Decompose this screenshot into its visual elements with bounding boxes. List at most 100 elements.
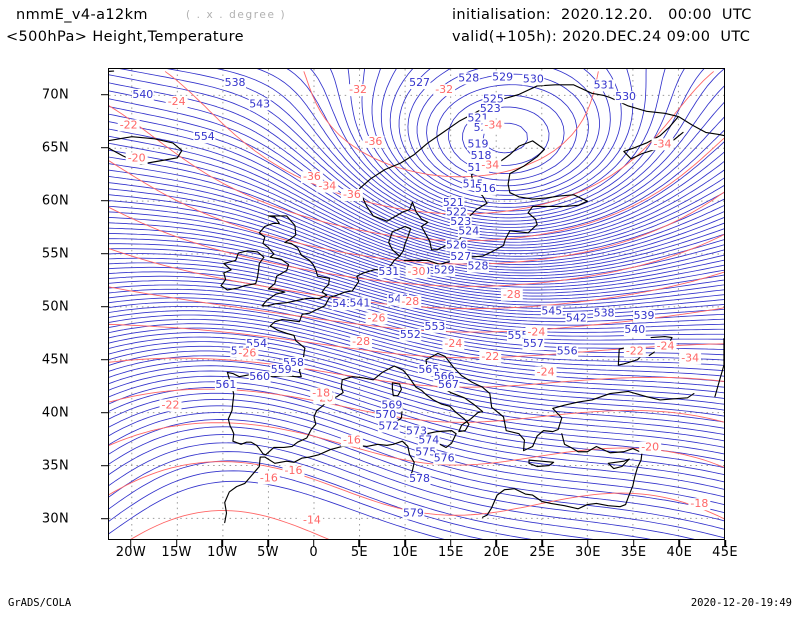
height-contour-label: 560 — [249, 370, 270, 383]
x-axis-tick-label: 15W — [161, 545, 192, 560]
height-contour-label: 576 — [434, 452, 455, 465]
temperature-contour-label: -36 — [303, 170, 321, 183]
x-axis-tick-mark — [495, 540, 498, 547]
height-contour-label: 539 — [634, 309, 655, 322]
height-contour-label: 529 — [492, 70, 513, 83]
y-axis-tick-label: 50N — [41, 299, 69, 315]
y-axis-tick-label: 65N — [41, 140, 69, 156]
height-contour-label: 519 — [468, 137, 489, 150]
height-contour-label: 527 — [409, 76, 430, 89]
temperature-contour-label: -34 — [484, 118, 502, 131]
temperature-contour-label: -20 — [641, 441, 659, 454]
y-axis-tick-label: 30N — [41, 511, 69, 527]
height-contour-label: 531 — [378, 265, 399, 278]
temperature-contour-label: -36 — [364, 135, 382, 148]
height-contour-label: 522 — [446, 205, 467, 218]
model-name: nmmE_v4-a12km — [16, 7, 148, 23]
y-axis-tick-label: 40N — [41, 405, 69, 421]
x-axis-tick-label: 45E — [712, 545, 738, 560]
height-contour-label: 553 — [424, 320, 445, 333]
x-axis-tick-label: 35E — [620, 545, 647, 560]
temperature-contour-label: -18 — [312, 387, 330, 400]
height-contour-label: 574 — [418, 434, 439, 447]
x-axis-tick-mark — [587, 540, 589, 547]
height-contour-label: 554 — [194, 130, 215, 143]
temperature-contour-label: -22 — [626, 344, 644, 357]
temperature-contour-label: -24 — [168, 95, 186, 108]
y-axis-tick-label: 55N — [41, 246, 69, 262]
y-axis-tick-label: 70N — [41, 87, 69, 103]
height-contour-label: 579 — [403, 507, 424, 520]
x-axis-tick-mark — [449, 540, 452, 547]
height-contour-label: 567 — [438, 378, 459, 391]
x-axis-tick-label: 20W — [115, 545, 146, 560]
height-contour-label: 569 — [381, 398, 402, 411]
temperature-contour-label: -28 — [401, 295, 419, 308]
height-contour-label: 570 — [375, 408, 396, 421]
y-axis-tick-mark — [101, 93, 108, 96]
height-contour-label: 521 — [443, 196, 464, 209]
height-contour-label: 528 — [468, 260, 489, 273]
x-axis-tick-mark — [678, 540, 681, 547]
y-axis-tick-mark — [101, 305, 108, 308]
temperature-contour-label: -34 — [654, 137, 672, 150]
height-contour-label: 545 — [541, 304, 562, 317]
temperature-contour-label: -36 — [343, 188, 361, 201]
height-contour-label: 518 — [471, 149, 492, 162]
height-contour-label: 575 — [415, 445, 436, 458]
height-contour-label: 543 — [332, 297, 353, 310]
temperature-contour-label: -20 — [128, 151, 146, 164]
x-axis-tick-label: 40E — [666, 545, 693, 560]
x-axis-tick-mark — [404, 540, 406, 547]
height-contour-label: 524 — [458, 224, 479, 237]
height-contour-label: 540 — [132, 88, 153, 101]
x-axis-tick-label: 30E — [575, 545, 601, 560]
x-axis-tick-label: 0 — [309, 545, 318, 560]
height-contour-label: 542 — [566, 311, 587, 324]
temperature-contour-label: -16 — [343, 434, 361, 447]
grads-credit: GrADS/COLA — [8, 597, 72, 609]
initialisation-time: initialisation: 2020.12.20. 00:00 UTC — [452, 7, 752, 23]
x-axis-tick-mark — [221, 540, 224, 547]
temperature-contour-label: -14 — [303, 514, 321, 527]
height-contour-label: 561 — [215, 378, 236, 391]
temperature-contour-label: -24 — [444, 337, 462, 350]
temperature-contour-label: -26 — [368, 311, 386, 324]
height-contour-label: 538 — [225, 76, 246, 89]
temperature-contour-label: -34 — [481, 158, 499, 171]
height-contour-label: 540 — [624, 323, 645, 336]
y-axis-tick-mark — [101, 517, 108, 520]
x-axis-tick-label: 5E — [350, 545, 368, 560]
y-axis-tick-label: 60N — [41, 193, 69, 209]
height-contour-label: 556 — [557, 344, 578, 357]
height-contour-label: 541 — [349, 296, 370, 309]
generation-timestamp: 2020-12-20-19:49 — [690, 597, 792, 609]
temperature-contour-label: -18 — [690, 497, 708, 510]
temperature-contour-label: -22 — [120, 118, 138, 131]
x-axis-tick-mark — [175, 540, 178, 547]
height-contour-label: 530 — [523, 72, 544, 85]
height-contour-label: 526 — [446, 238, 467, 251]
x-axis-tick-label: 25E — [529, 545, 555, 560]
x-axis-tick-mark — [267, 540, 269, 547]
degree-note: ( . x . degree ) — [186, 9, 287, 21]
x-axis-tick-mark — [312, 540, 315, 547]
height-contour-label: 573 — [406, 424, 427, 437]
height-contour-label: 543 — [249, 97, 270, 110]
x-axis-tick-label: 20E — [483, 545, 510, 560]
height-contour-label: 523 — [480, 102, 501, 115]
height-contour-label: 572 — [378, 420, 399, 433]
x-axis-tick-mark — [130, 540, 132, 547]
temperature-contour-label: -24 — [657, 340, 675, 353]
temperature-contour-label: -16 — [260, 471, 278, 484]
temperature-contour-label: -34 — [681, 351, 699, 364]
height-contour-label: 530 — [615, 90, 636, 103]
y-axis-tick-label: 35N — [41, 458, 69, 474]
height-contour-label: 528 — [458, 71, 479, 84]
y-axis-tick-mark — [101, 252, 108, 255]
temperature-contour-label: -24 — [537, 365, 555, 378]
height-contour-label: 578 — [409, 472, 430, 485]
x-axis-tick-mark — [632, 540, 635, 547]
height-contour-label: 531 — [594, 78, 615, 91]
